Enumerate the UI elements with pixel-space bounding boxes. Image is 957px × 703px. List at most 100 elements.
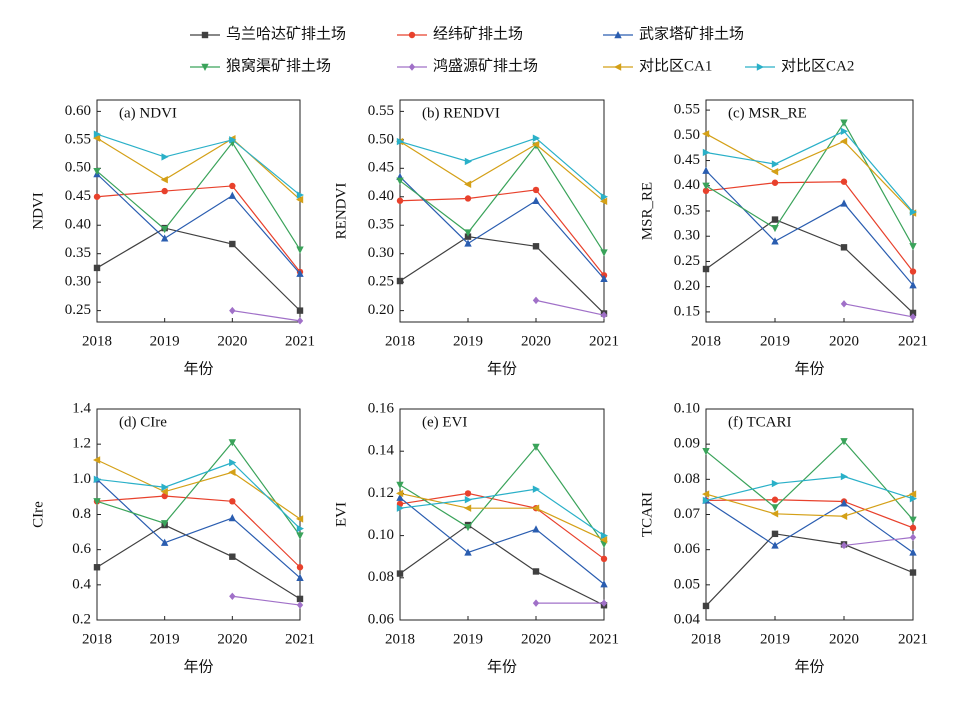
marker [614,31,622,39]
marker [201,63,209,71]
y-tick-label: 0.45 [674,152,700,168]
marker [702,187,710,195]
series-line [399,492,605,560]
series-line [96,227,301,312]
marker [600,249,608,257]
y-tick-label: 0.10 [368,527,394,543]
marker [702,496,710,505]
series-line [96,495,301,568]
marker [160,234,169,242]
marker [228,468,236,476]
marker [229,182,236,190]
marker [702,265,710,273]
y-axis-label: TCARI [639,492,655,537]
x-axis-label: 年份 [487,658,517,675]
series-line [705,533,914,607]
marker [464,548,472,556]
marker [909,569,917,576]
series-line [705,440,914,521]
series-line [705,218,914,314]
marker [614,63,622,71]
series-line [843,536,914,547]
y-tick-label: 0.50 [368,131,394,147]
x-tick-label: 2020 [829,333,859,349]
marker [909,524,917,532]
y-tick-label: 1.2 [72,436,91,452]
x-axis-label: 年份 [183,658,213,675]
marker [93,475,101,484]
y-axis-label: CIre [30,501,46,528]
marker [93,498,101,506]
marker [229,592,236,600]
x-tick-label: 2021 [589,631,619,647]
y-axis-label: RENDVI [333,183,349,240]
marker [229,458,237,467]
marker [228,191,237,199]
marker [771,510,779,518]
y-tick-label: 0.50 [674,127,700,143]
panel-title: (f) TCARI [728,414,791,430]
plot-frame [399,408,605,621]
marker [464,496,472,504]
marker [840,300,848,308]
marker [464,229,472,237]
series-line [399,144,605,253]
y-tick-label: 0.60 [65,103,91,119]
marker [702,448,710,456]
y-tick-label: 0.4 [72,576,91,592]
x-tick-label: 2021 [285,333,315,349]
marker [600,536,608,544]
legend-label: 对比区CA2 [781,57,854,74]
y-tick-label: 0.55 [65,131,91,147]
y-tick-label: 0.30 [368,245,394,261]
series-line [96,141,301,251]
y-tick-label: 0.30 [65,274,91,290]
x-tick-label: 2020 [217,333,247,349]
marker [93,264,101,272]
marker [532,443,540,451]
marker [840,127,848,135]
marker [771,216,779,223]
y-tick-label: 0.06 [674,541,701,557]
marker [771,504,779,512]
marker [600,580,608,588]
marker [161,187,168,195]
y-tick-label: 0.55 [674,102,700,118]
y-tick-label: 0.6 [72,541,91,557]
marker [160,487,168,496]
y-tick-label: 0.04 [674,611,701,627]
marker [771,541,779,549]
marker [702,602,710,610]
series-line [843,303,914,318]
marker [93,167,101,176]
marker [396,570,404,577]
plot-frame [96,408,301,621]
marker [532,243,540,250]
series-line [705,499,914,529]
x-tick-label: 2019 [453,631,483,647]
series-line [705,181,914,272]
marker [464,504,472,512]
marker [909,309,917,317]
marker [396,277,404,285]
panel-title: (a) NDVI [119,105,177,121]
marker [600,274,608,282]
series-line [705,130,914,213]
x-tick-label: 2019 [150,631,180,647]
plot-frame [96,99,301,323]
y-tick-label: 0.2 [72,611,91,627]
y-tick-label: 0.8 [72,506,91,522]
series-line [535,299,605,316]
panel-title: (b) RENDVI [422,105,500,121]
marker [702,182,710,190]
y-axis-label: MSR_RE [639,182,655,240]
marker [600,599,608,607]
series-line [96,459,301,520]
y-tick-label: 0.30 [674,228,700,244]
y-tick-label: 0.12 [368,485,394,501]
marker [771,530,779,538]
marker [600,193,608,201]
marker [909,490,917,498]
marker [201,31,209,39]
x-tick-label: 2019 [760,631,790,647]
